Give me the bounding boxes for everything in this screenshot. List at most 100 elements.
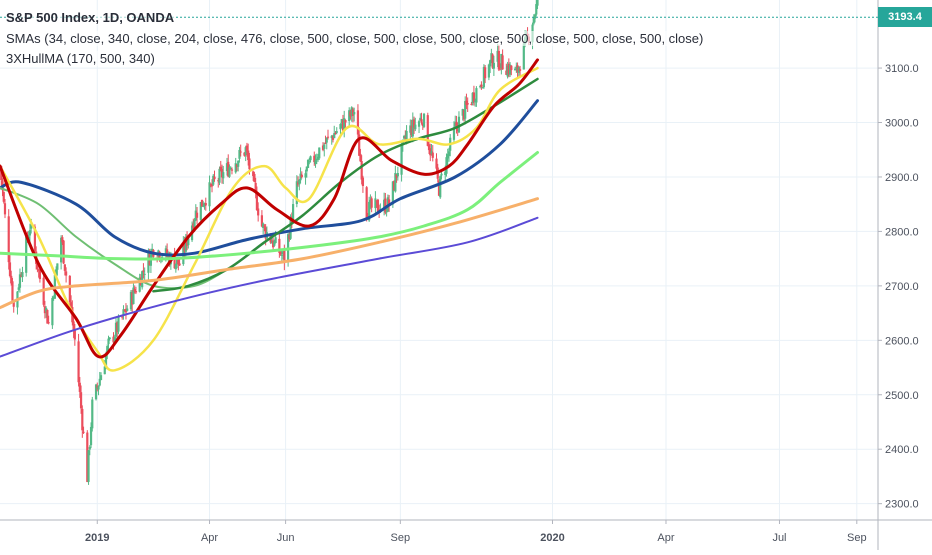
candle-body	[126, 308, 129, 311]
candle-body	[2, 192, 5, 202]
candle-body	[360, 161, 363, 180]
candle-body	[315, 158, 318, 160]
legend-smas[interactable]: SMAs (34, close, 340, close, 204, close,…	[6, 31, 704, 46]
candle-body	[122, 309, 125, 316]
candle-body	[7, 216, 10, 263]
candle-body	[28, 230, 32, 236]
candle-body	[60, 237, 63, 263]
candle-body	[412, 119, 416, 128]
candle-body	[447, 151, 451, 156]
candle-body	[21, 272, 24, 278]
candle-body	[289, 216, 292, 239]
candle-body	[394, 172, 397, 192]
candle-body	[326, 136, 330, 138]
candle-body	[430, 151, 433, 154]
candle-body	[323, 144, 326, 149]
candle-body	[253, 173, 256, 182]
candle-body	[484, 67, 487, 79]
candle-body	[117, 316, 120, 332]
candle-body	[225, 163, 229, 172]
candle-body	[68, 275, 71, 303]
candle-body	[263, 225, 266, 227]
candle-body	[239, 151, 242, 153]
candle-body	[507, 63, 510, 74]
candle-body	[30, 224, 33, 229]
indicator-line	[0, 99, 539, 257]
candle-body	[410, 125, 413, 136]
candle-body	[440, 173, 443, 176]
candle-body	[132, 287, 135, 305]
candle-body	[464, 101, 467, 119]
candle-body	[243, 152, 246, 156]
candle-body	[18, 274, 22, 288]
candle-body	[213, 176, 216, 180]
candle-body	[212, 175, 215, 185]
candle-body	[173, 253, 176, 269]
price-tick-label: 3100.0	[885, 63, 919, 75]
candle-body	[121, 316, 124, 318]
last-price-badge: 3193.4	[878, 7, 932, 28]
candle-body	[98, 378, 101, 386]
candle-body	[43, 306, 46, 314]
price-axis[interactable]: 2300.0 2400.0 2500.0 2600.0 2700.0 2800.0 2900…	[878, 63, 919, 511]
candle-body	[46, 309, 49, 324]
candle-body	[393, 181, 396, 191]
candle-body	[12, 301, 15, 307]
candle-body	[501, 55, 504, 70]
candle-body	[482, 66, 485, 88]
candle-body	[192, 223, 195, 229]
candle-body	[222, 172, 225, 179]
candle-body	[480, 84, 483, 87]
candle-body	[517, 67, 520, 73]
candle-body	[422, 113, 426, 127]
candle-body	[388, 199, 391, 206]
candle-body	[38, 268, 42, 280]
candle-body	[291, 204, 295, 222]
candle-body	[166, 249, 169, 257]
candle-body	[522, 43, 525, 70]
candle-body	[131, 292, 134, 305]
price-tick-label: 2400.0	[885, 444, 919, 456]
candle-body	[348, 110, 351, 122]
time-tick-label: Jul	[772, 532, 786, 544]
candle-body	[237, 160, 240, 167]
candle-body	[229, 168, 232, 170]
indicator-line	[0, 58, 539, 359]
candle-body	[496, 50, 499, 62]
legend-hull[interactable]: 3XHullMA (170, 500, 340)	[6, 51, 155, 66]
candle-body	[96, 385, 99, 388]
candle-body	[97, 385, 100, 390]
candle-body	[340, 119, 343, 124]
candle-body	[411, 119, 414, 137]
time-tick-label: Sep	[391, 532, 411, 544]
candle-body	[316, 156, 320, 160]
candle-body	[384, 198, 387, 213]
candle-body	[218, 168, 221, 183]
candles	[0, 0, 539, 485]
candle-body	[87, 450, 90, 482]
candle-body	[123, 309, 126, 311]
candle-body	[350, 107, 353, 116]
indicator-lines	[0, 58, 539, 372]
candle-body	[335, 131, 338, 133]
candle-body	[479, 86, 482, 88]
candle-body	[3, 203, 7, 215]
candle-body	[193, 219, 196, 227]
candle-body	[295, 181, 298, 205]
candle-body	[61, 237, 64, 243]
candle-body	[481, 87, 484, 89]
candle-body	[500, 53, 503, 69]
candle-body	[174, 263, 177, 270]
candle-body	[431, 152, 434, 158]
time-axis[interactable]: 2019 Apr Jun Sep 2020 Apr Jul Sep	[85, 520, 867, 544]
candle-body	[164, 248, 167, 256]
candle-body	[10, 275, 13, 284]
candle-body	[252, 171, 255, 177]
candle-body	[385, 211, 388, 213]
candle-body	[245, 145, 249, 152]
candle-body	[318, 147, 321, 159]
legend-title[interactable]: S&P 500 Index, 1D, OANDA	[6, 10, 175, 25]
candle-body	[11, 281, 14, 301]
